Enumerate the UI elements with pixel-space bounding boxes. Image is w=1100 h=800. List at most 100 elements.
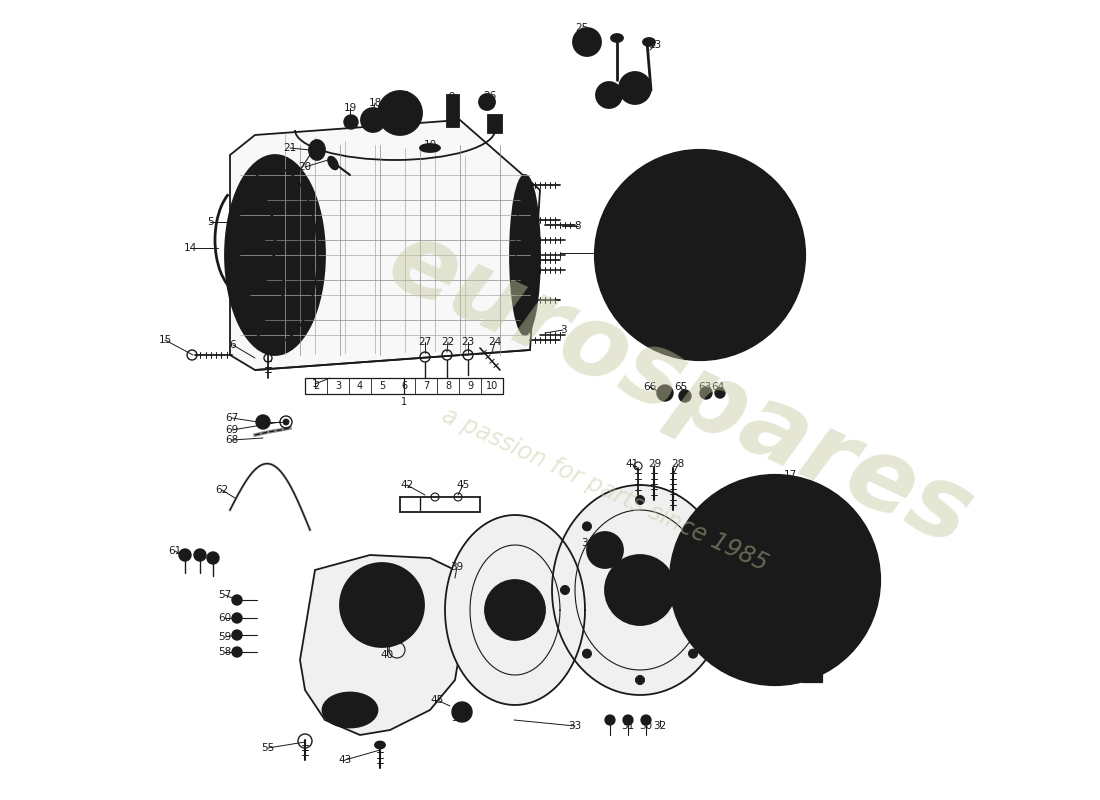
- Text: 60: 60: [219, 613, 232, 623]
- Circle shape: [689, 649, 697, 658]
- Text: 39: 39: [450, 562, 463, 572]
- Circle shape: [605, 555, 675, 625]
- Circle shape: [232, 613, 242, 623]
- Text: eurospares: eurospares: [373, 212, 987, 568]
- Circle shape: [754, 558, 798, 602]
- Circle shape: [689, 522, 697, 531]
- Text: 28: 28: [671, 459, 684, 469]
- Text: 2: 2: [312, 381, 319, 391]
- Circle shape: [700, 387, 712, 399]
- Circle shape: [232, 595, 242, 605]
- Polygon shape: [300, 555, 465, 735]
- Ellipse shape: [322, 693, 377, 727]
- Circle shape: [378, 91, 422, 135]
- Circle shape: [344, 115, 358, 129]
- Circle shape: [507, 602, 522, 618]
- Text: 42: 42: [400, 480, 414, 490]
- Circle shape: [679, 390, 691, 402]
- Text: 20: 20: [298, 162, 311, 172]
- Text: 18: 18: [368, 98, 382, 108]
- Text: 65: 65: [674, 382, 688, 392]
- Ellipse shape: [420, 144, 440, 152]
- Ellipse shape: [226, 155, 324, 355]
- Text: 16: 16: [396, 91, 409, 101]
- Circle shape: [865, 573, 879, 587]
- Circle shape: [595, 150, 805, 360]
- Circle shape: [679, 536, 692, 550]
- Circle shape: [730, 483, 745, 498]
- Circle shape: [793, 645, 801, 653]
- Text: 4: 4: [244, 273, 251, 283]
- Text: 41: 41: [626, 459, 639, 469]
- Circle shape: [641, 715, 651, 725]
- Text: 15: 15: [158, 335, 172, 345]
- Text: 45: 45: [430, 695, 443, 705]
- Text: 24: 24: [488, 337, 502, 347]
- Circle shape: [179, 549, 191, 561]
- Text: 2: 2: [595, 248, 602, 258]
- Circle shape: [256, 415, 270, 429]
- Ellipse shape: [328, 157, 338, 170]
- Polygon shape: [552, 485, 728, 695]
- Circle shape: [478, 94, 495, 110]
- Text: 37: 37: [793, 651, 806, 661]
- Circle shape: [605, 715, 615, 725]
- Circle shape: [829, 534, 837, 542]
- Text: 7: 7: [494, 115, 501, 125]
- Circle shape: [700, 642, 714, 655]
- Text: 3: 3: [560, 325, 566, 335]
- Circle shape: [232, 647, 242, 657]
- Text: 13: 13: [648, 40, 661, 50]
- Circle shape: [623, 715, 632, 725]
- Circle shape: [805, 483, 820, 498]
- Circle shape: [700, 505, 714, 518]
- Circle shape: [843, 576, 851, 584]
- Circle shape: [207, 552, 219, 564]
- Text: 22: 22: [441, 337, 454, 347]
- Text: 31: 31: [621, 721, 635, 731]
- Circle shape: [749, 507, 757, 515]
- Circle shape: [735, 540, 815, 620]
- Text: 14: 14: [184, 243, 197, 253]
- Circle shape: [730, 662, 745, 677]
- Text: 32: 32: [653, 721, 667, 731]
- Text: 7: 7: [422, 381, 429, 391]
- Bar: [802, 654, 822, 662]
- Circle shape: [768, 670, 782, 684]
- Text: 38: 38: [793, 671, 806, 681]
- Text: 64: 64: [712, 382, 725, 392]
- Circle shape: [232, 630, 242, 640]
- Circle shape: [671, 573, 685, 587]
- Ellipse shape: [375, 742, 385, 749]
- Circle shape: [713, 534, 721, 542]
- Ellipse shape: [610, 34, 623, 42]
- Circle shape: [829, 618, 837, 626]
- Circle shape: [636, 495, 645, 505]
- Text: 10: 10: [424, 140, 437, 150]
- Text: 66: 66: [644, 382, 657, 392]
- Circle shape: [805, 662, 820, 677]
- Circle shape: [561, 586, 570, 594]
- Text: 55: 55: [262, 743, 275, 753]
- Text: 61: 61: [168, 546, 182, 556]
- Circle shape: [657, 385, 673, 401]
- Text: 8: 8: [574, 221, 581, 231]
- Ellipse shape: [510, 175, 540, 335]
- Text: 25: 25: [575, 23, 589, 33]
- Text: 6: 6: [400, 381, 407, 391]
- Text: 27: 27: [418, 337, 431, 347]
- Circle shape: [619, 72, 651, 104]
- Circle shape: [670, 475, 880, 685]
- Text: 5: 5: [378, 381, 385, 391]
- Text: 34: 34: [582, 538, 595, 548]
- Text: 29: 29: [648, 459, 661, 469]
- Circle shape: [679, 610, 692, 624]
- Text: 45: 45: [456, 480, 470, 490]
- Text: 3: 3: [334, 381, 341, 391]
- Circle shape: [595, 540, 615, 560]
- Text: 10: 10: [486, 381, 498, 391]
- Circle shape: [837, 505, 850, 518]
- Circle shape: [768, 476, 782, 490]
- Text: 43: 43: [339, 755, 352, 765]
- Ellipse shape: [309, 140, 324, 160]
